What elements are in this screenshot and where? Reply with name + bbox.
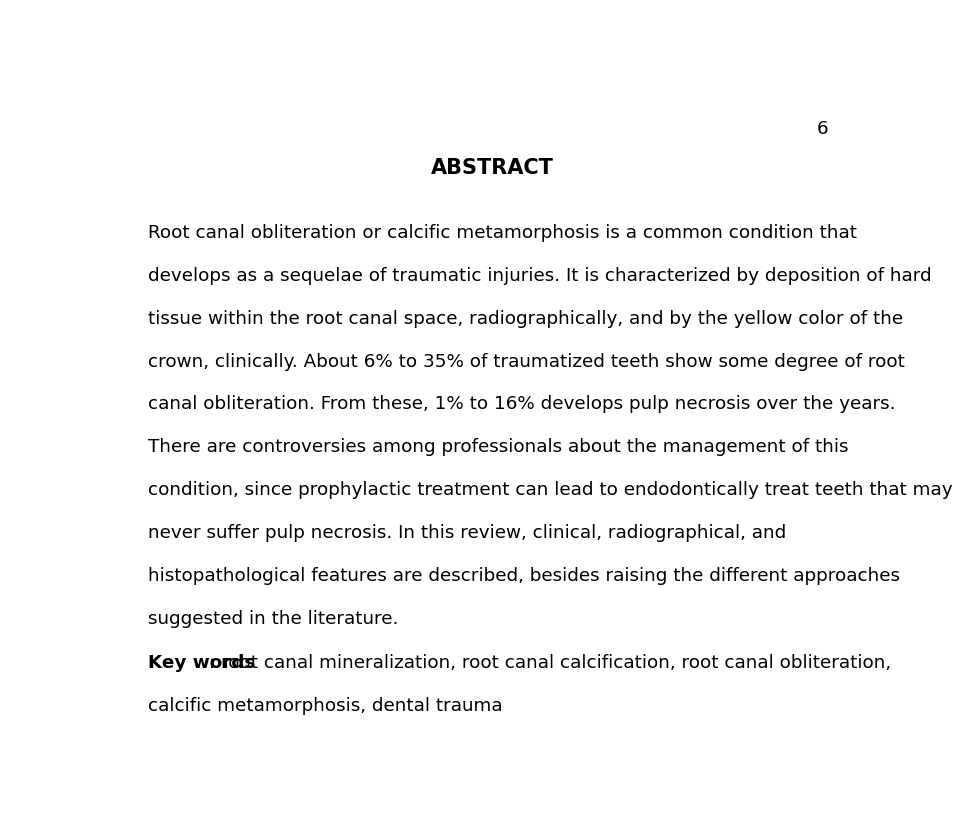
Text: 6: 6 (817, 120, 828, 138)
Text: Root canal obliteration or calcific metamorphosis is a common condition that: Root canal obliteration or calcific meta… (148, 224, 857, 242)
Text: condition, since prophylactic treatment can lead to endodontically treat teeth t: condition, since prophylactic treatment … (148, 481, 953, 499)
Text: : root canal mineralization, root canal calcification, root canal obliteration,: : root canal mineralization, root canal … (209, 654, 892, 672)
Text: calcific metamorphosis, dental trauma: calcific metamorphosis, dental trauma (148, 697, 503, 715)
Text: histopathological features are described, besides raising the different approach: histopathological features are described… (148, 567, 900, 585)
Text: suggested in the literature.: suggested in the literature. (148, 609, 398, 627)
Text: canal obliteration. From these, 1% to 16% develops pulp necrosis over the years.: canal obliteration. From these, 1% to 16… (148, 395, 896, 413)
Text: tissue within the root canal space, radiographically, and by the yellow color of: tissue within the root canal space, radi… (148, 310, 903, 328)
Text: develops as a sequelae of traumatic injuries. It is characterized by deposition : develops as a sequelae of traumatic inju… (148, 267, 932, 285)
Text: There are controversies among professionals about the management of this: There are controversies among profession… (148, 438, 849, 456)
Text: crown, clinically. About 6% to 35% of traumatized teeth show some degree of root: crown, clinically. About 6% to 35% of tr… (148, 353, 905, 371)
Text: Key words: Key words (148, 654, 255, 672)
Text: ABSTRACT: ABSTRACT (431, 158, 553, 178)
Text: never suffer pulp necrosis. In this review, clinical, radiographical, and: never suffer pulp necrosis. In this revi… (148, 524, 786, 542)
